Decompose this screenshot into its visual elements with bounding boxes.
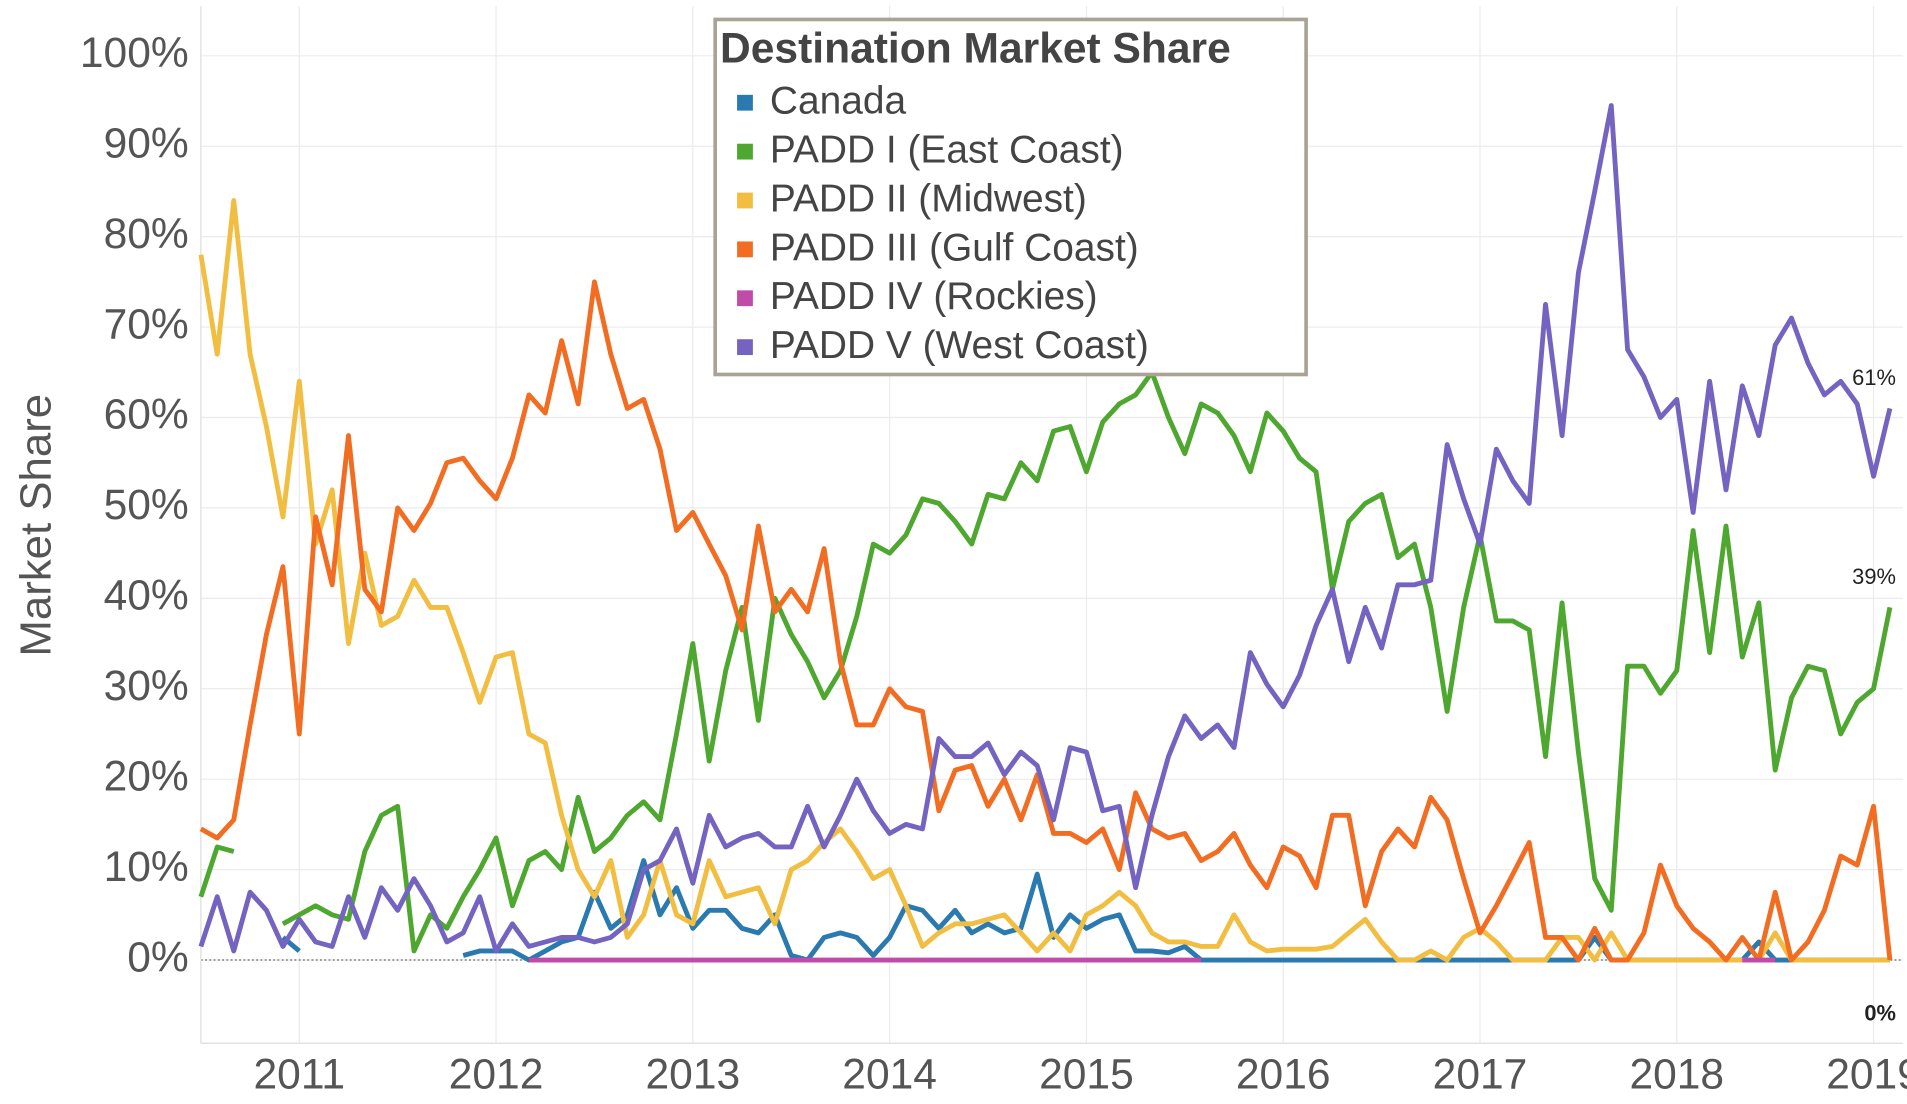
y-tick-label: 20% [104, 752, 189, 800]
y-tick-label: 60% [104, 391, 189, 439]
series-line [198, 198, 1890, 963]
y-tick-label: 90% [104, 119, 189, 167]
y-tick-label: 50% [104, 481, 189, 529]
x-tick-label: 2014 [842, 1050, 937, 1098]
legend-label: PADD IV (Rockies) [770, 275, 1098, 318]
legend-title: Destination Market Share [720, 24, 1231, 72]
legend-label: PADD II (Midwest) [770, 177, 1087, 220]
y-tick-label: 0% [127, 933, 188, 981]
y-axis-label: Market Share [12, 394, 61, 657]
x-tick-label: 2018 [1629, 1050, 1724, 1098]
legend-swatch [737, 241, 753, 258]
x-tick-label: 2011 [254, 1050, 345, 1098]
x-tick-label: 2015 [1039, 1050, 1134, 1098]
y-tick-label: 80% [104, 210, 189, 258]
legend-swatch [737, 290, 753, 307]
legend-label: PADD V (West Coast) [770, 324, 1149, 367]
x-tick-label: 2016 [1236, 1050, 1331, 1098]
end-label: 61% [1852, 365, 1896, 390]
x-tick-label: 2017 [1433, 1050, 1528, 1098]
y-tick-label: 30% [104, 662, 189, 710]
x-tick-label: 2012 [449, 1050, 544, 1098]
series-line [198, 369, 1893, 954]
legend-box [713, 17, 1308, 377]
legend-swatch [737, 339, 753, 356]
y-tick-label: 40% [104, 572, 189, 620]
legend-swatch [737, 94, 753, 111]
legend: Destination Market Share Canada PADD I (E… [713, 17, 1308, 377]
x-tick-label: 2013 [646, 1050, 741, 1098]
series-line [198, 103, 1893, 954]
y-tick-label: 10% [104, 843, 189, 891]
legend-label: PADD III (Gulf Coast) [770, 226, 1139, 269]
y-tick-label: 70% [104, 300, 189, 348]
series-line [199, 279, 1893, 963]
x-tick-label: 2019 [1826, 1050, 1907, 1098]
lines [198, 103, 1893, 963]
legend-label: PADD I (East Coast) [770, 129, 1124, 172]
end-label: 39% [1852, 564, 1896, 589]
y-tick-label: 100% [80, 29, 189, 77]
legend-label: Canada [770, 80, 907, 123]
legend-swatch [737, 192, 753, 209]
end-label: 0% [1864, 1001, 1896, 1026]
legend-swatch [737, 143, 753, 160]
